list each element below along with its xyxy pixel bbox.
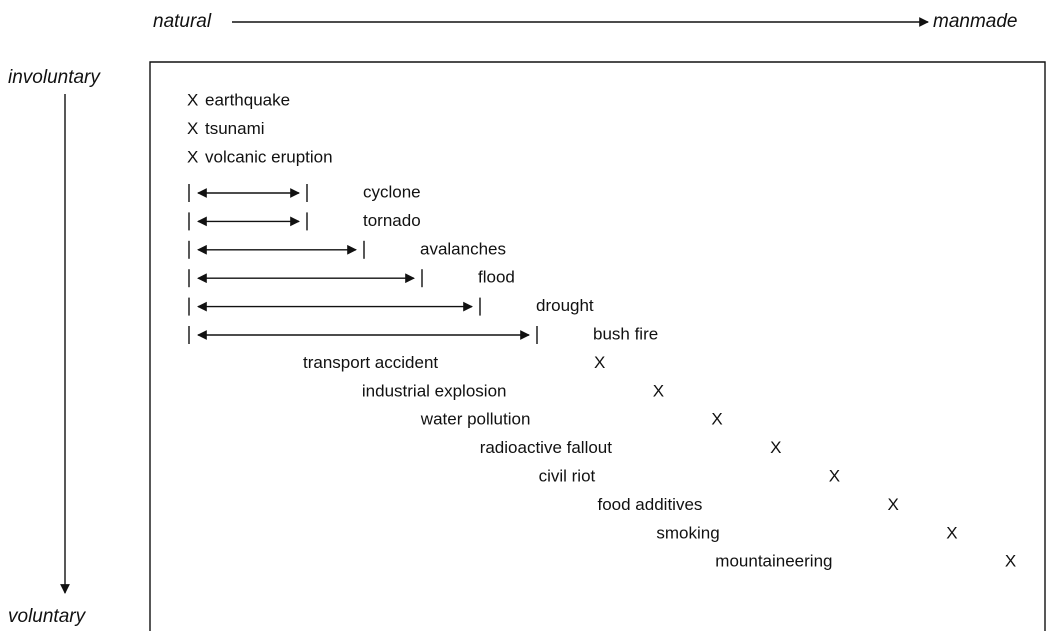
hazard-label: tornado xyxy=(363,211,421,230)
axis-label: voluntary xyxy=(8,606,87,627)
frame xyxy=(149,61,1046,631)
hazard-label: water pollution xyxy=(420,410,531,429)
hazard-label: drought xyxy=(536,296,594,315)
hazard-label: tsunami xyxy=(205,119,265,138)
marker: X xyxy=(187,90,198,109)
hazard-label: earthquake xyxy=(205,90,290,109)
marker: X xyxy=(187,147,198,166)
marker: X xyxy=(1005,552,1016,571)
axis-label: involuntary xyxy=(8,67,101,88)
axis-label: natural xyxy=(153,11,212,32)
marker: X xyxy=(770,438,781,457)
marker: X xyxy=(888,495,899,514)
hazard-label: transport accident xyxy=(303,353,438,372)
marker: X xyxy=(653,381,664,400)
marker: X xyxy=(946,523,957,542)
hazard-label: civil riot xyxy=(539,466,596,485)
marker: X xyxy=(829,466,840,485)
marker: X xyxy=(594,353,605,372)
hazard-label: avalanches xyxy=(420,239,506,258)
axis-label: manmade xyxy=(933,11,1018,32)
marker: X xyxy=(711,410,722,429)
hazard-label: radioactive fallout xyxy=(480,438,613,457)
hazard-label: cyclone xyxy=(363,182,421,201)
hazard-label: mountaineering xyxy=(715,552,832,571)
hazard-label: bush fire xyxy=(593,324,658,343)
hazard-label: flood xyxy=(478,268,515,287)
hazard-label: smoking xyxy=(656,523,719,542)
hazard-label: industrial explosion xyxy=(362,381,507,400)
hazard-label: volcanic eruption xyxy=(205,147,333,166)
hazard-label: food additives xyxy=(598,495,703,514)
marker: X xyxy=(187,119,198,138)
